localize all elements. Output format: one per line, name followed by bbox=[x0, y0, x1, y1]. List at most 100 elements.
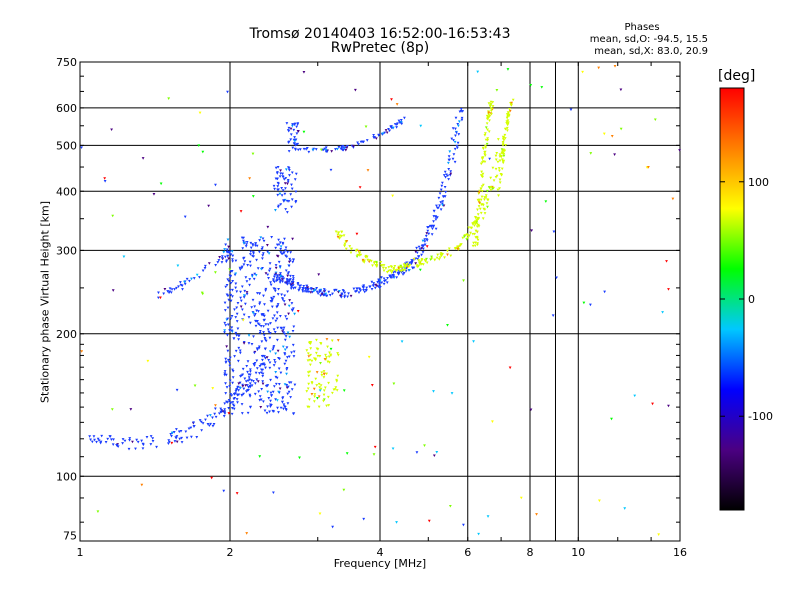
o-mode-echo bbox=[276, 275, 280, 278]
o-mode-echo bbox=[112, 438, 115, 442]
noise-echo bbox=[200, 291, 204, 295]
x-mode-echo bbox=[484, 126, 488, 129]
o-mode-echo bbox=[226, 306, 230, 310]
o-mode-echo bbox=[239, 305, 243, 309]
noise-echo bbox=[373, 445, 377, 449]
o-mode-echo bbox=[231, 381, 234, 385]
x-mode-echo bbox=[486, 128, 489, 132]
x-mode-echo bbox=[453, 247, 457, 251]
noise-echo bbox=[258, 455, 262, 458]
o-mode-echo bbox=[240, 308, 244, 312]
o-mode-echo bbox=[289, 127, 293, 131]
noise-echo bbox=[110, 128, 114, 132]
o-mode-echo bbox=[106, 437, 110, 441]
o-mode-echo bbox=[237, 389, 241, 392]
o-mode-echo bbox=[220, 257, 224, 260]
o-mode-echo bbox=[343, 295, 347, 299]
o-mode-echo bbox=[268, 262, 272, 265]
o-mode-echo bbox=[259, 236, 263, 239]
o-mode-echo bbox=[449, 170, 453, 173]
o-mode-echo bbox=[260, 368, 263, 372]
o-mode-echo bbox=[285, 368, 289, 371]
o-mode-echo bbox=[253, 392, 257, 396]
o-mode-echo bbox=[274, 246, 278, 250]
o-mode-echo bbox=[291, 275, 295, 278]
x-mode-echo bbox=[403, 268, 407, 272]
o-mode-echo bbox=[421, 239, 425, 243]
y-tick-label: 500 bbox=[56, 139, 77, 152]
o-mode-echo bbox=[457, 120, 461, 123]
noise-echo bbox=[366, 169, 370, 172]
x-mode-echo bbox=[344, 247, 348, 251]
o-mode-echo bbox=[247, 342, 251, 345]
o-mode-echo bbox=[342, 148, 345, 152]
o-mode-echo bbox=[157, 291, 160, 295]
o-mode-echo bbox=[92, 435, 96, 438]
noise-echo bbox=[140, 483, 144, 487]
noise-echo bbox=[80, 146, 83, 149]
o-mode-echo bbox=[246, 389, 249, 392]
o-mode-echo bbox=[244, 384, 248, 387]
o-mode-echo bbox=[291, 279, 295, 282]
o-mode-echo bbox=[224, 285, 228, 289]
x-mode-echo bbox=[348, 245, 352, 248]
x-mode-echo bbox=[439, 252, 443, 255]
x-mode-echo bbox=[319, 361, 322, 365]
o-mode-echo bbox=[254, 319, 257, 323]
o-mode-echo bbox=[283, 362, 287, 366]
o-mode-echo bbox=[231, 288, 234, 292]
o-mode-echo bbox=[383, 131, 387, 135]
o-mode-echo bbox=[223, 329, 227, 332]
o-mode-echo bbox=[220, 261, 224, 264]
noise-echo bbox=[319, 148, 323, 152]
o-mode-echo bbox=[248, 278, 252, 281]
o-mode-echo bbox=[272, 275, 276, 279]
x-mode-echo bbox=[325, 338, 329, 341]
noise-echo bbox=[152, 193, 156, 196]
noise-echo bbox=[353, 88, 357, 92]
o-mode-echo bbox=[290, 302, 294, 305]
x-mode-echo bbox=[489, 100, 493, 104]
x-mode-echo bbox=[317, 405, 321, 409]
o-mode-echo bbox=[415, 246, 419, 250]
x-mode-echo bbox=[481, 217, 485, 220]
o-mode-echo bbox=[428, 224, 432, 228]
o-mode-echo bbox=[431, 227, 434, 231]
o-mode-echo bbox=[454, 127, 457, 131]
o-mode-echo bbox=[274, 319, 278, 323]
noise-echo bbox=[657, 533, 661, 536]
noise-echo bbox=[96, 510, 100, 513]
o-mode-echo bbox=[289, 285, 293, 288]
o-mode-echo bbox=[187, 427, 191, 431]
noise-echo bbox=[159, 296, 162, 300]
x-mode-echo bbox=[487, 113, 491, 117]
o-mode-echo bbox=[250, 273, 254, 277]
x-mode-echo bbox=[314, 357, 317, 361]
o-mode-echo bbox=[145, 436, 149, 439]
o-mode-echo bbox=[274, 370, 278, 374]
x-mode-echo bbox=[317, 395, 321, 399]
noise-echo bbox=[619, 88, 623, 92]
o-mode-echo bbox=[276, 171, 279, 174]
o-mode-echo bbox=[278, 281, 282, 284]
o-mode-echo bbox=[276, 185, 280, 188]
o-mode-echo bbox=[291, 258, 295, 262]
o-mode-echo bbox=[284, 335, 288, 338]
o-mode-echo bbox=[284, 269, 288, 273]
colorbar-tick-label: -100 bbox=[748, 410, 773, 423]
o-mode-echo bbox=[177, 430, 181, 434]
o-mode-echo bbox=[226, 334, 229, 337]
x-mode-echo bbox=[489, 176, 493, 180]
o-mode-echo bbox=[245, 240, 249, 244]
o-mode-echo bbox=[446, 174, 450, 178]
o-mode-echo bbox=[259, 363, 263, 367]
x-mode-echo bbox=[475, 225, 479, 229]
x-mode-echo bbox=[305, 349, 309, 352]
o-mode-echo bbox=[392, 271, 396, 274]
o-mode-echo bbox=[231, 376, 235, 379]
x-mode-echo bbox=[508, 108, 511, 111]
o-mode-echo bbox=[292, 123, 296, 127]
o-mode-echo bbox=[230, 326, 234, 330]
x-mode-echo bbox=[319, 342, 323, 346]
o-mode-echo bbox=[200, 429, 204, 432]
